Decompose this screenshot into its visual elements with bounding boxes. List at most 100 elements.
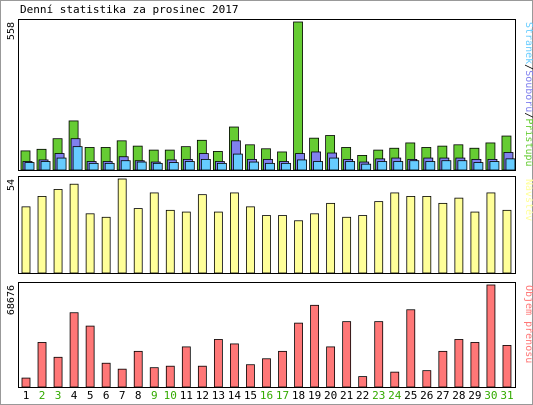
bar-stránek (329, 157, 340, 171)
x-tick-label: 12 (196, 389, 209, 402)
bar (246, 206, 255, 274)
bar (470, 211, 480, 274)
bar-stránek (24, 162, 35, 171)
x-tick-label: 3 (55, 389, 62, 402)
bar (37, 196, 47, 274)
x-tick-label: 2 (39, 389, 46, 402)
bar (262, 215, 271, 274)
bar-stránek (136, 161, 147, 171)
bar-stránek (40, 161, 51, 171)
bar (246, 364, 255, 388)
bar (486, 284, 496, 388)
x-tick-label: 30 (484, 389, 497, 402)
x-tick-label: 21 (340, 389, 353, 402)
x-tick-label: 1 (23, 389, 30, 402)
bar-stránek (313, 161, 323, 171)
x-tick-label: 23 (372, 389, 385, 402)
bar (197, 194, 207, 274)
legend-entry: Souborů (523, 70, 533, 112)
bar (406, 196, 416, 274)
bar-stránek (104, 162, 115, 171)
bar (85, 213, 95, 274)
bar (438, 202, 448, 274)
bar-stránek (361, 163, 372, 171)
bar (454, 197, 464, 274)
bar (165, 365, 175, 388)
ymax-label: 68676 (6, 285, 17, 315)
bar-stránek (393, 161, 404, 171)
x-tick-label: 20 (324, 389, 337, 402)
x-tick-label: 7 (119, 389, 126, 402)
bar (470, 342, 480, 388)
bar (85, 325, 95, 388)
bar-stránek (265, 162, 275, 171)
bar-stránek (168, 162, 179, 171)
bar (278, 350, 287, 388)
bar (133, 208, 143, 274)
x-tick-label: 26 (420, 389, 433, 402)
bar (37, 342, 47, 388)
bar (117, 368, 127, 388)
bar (165, 209, 175, 274)
bar (390, 192, 400, 274)
bar-stránek (489, 161, 500, 171)
bar-stránek (120, 160, 131, 171)
x-tick-label: 28 (452, 389, 465, 402)
panel-frame-0 (18, 19, 516, 171)
bar (101, 216, 111, 274)
bar (149, 367, 159, 388)
bar (181, 346, 191, 388)
x-tick-label: 25 (404, 389, 417, 402)
bar-stránek (473, 162, 484, 171)
bar (326, 202, 336, 274)
x-tick-label: 18 (292, 389, 305, 402)
bar (149, 192, 159, 274)
bar (278, 215, 287, 274)
bar (197, 365, 207, 388)
x-tick-label: 8 (135, 389, 142, 402)
bar (213, 339, 223, 388)
bar (358, 376, 368, 388)
x-tick-label: 22 (356, 389, 369, 402)
bar-přístupů (293, 21, 303, 171)
bar (310, 304, 319, 388)
legend-entry: Stránek (523, 22, 533, 64)
bar (454, 339, 464, 388)
bar-stránek (457, 160, 468, 171)
bar (502, 209, 512, 274)
x-tick-label: 24 (388, 389, 402, 402)
legend: Stránek/Souborů/Přístupů (523, 22, 533, 167)
x-tick-label: 14 (228, 389, 242, 402)
bar-stránek (152, 162, 163, 171)
x-tick-label: 13 (212, 389, 225, 402)
legend-entry: Objem přenosu (523, 285, 533, 363)
bar-stránek (425, 161, 436, 171)
bar (230, 192, 239, 274)
legend: Návštěv (523, 179, 533, 221)
bar-stránek (377, 161, 388, 171)
x-tick-label: 4 (71, 389, 78, 402)
bar (53, 189, 63, 274)
bar (294, 220, 303, 274)
bar (230, 343, 239, 388)
x-tick-label: 16 (260, 389, 273, 402)
x-tick-label: 19 (308, 389, 321, 402)
ymax-label: 54 (6, 179, 17, 191)
bar (342, 321, 352, 388)
bar (422, 196, 432, 274)
bar (262, 358, 271, 388)
bar (342, 216, 352, 274)
bar (486, 192, 496, 274)
bar (438, 350, 448, 388)
bar-stránek (184, 161, 195, 171)
x-tick-label: 6 (103, 389, 110, 402)
x-tick-label: 27 (436, 389, 449, 402)
bar-stránek (56, 157, 67, 171)
bar (213, 211, 223, 274)
chart-title: Denní statistika za prosinec 2017 (20, 3, 239, 16)
bar (406, 309, 416, 388)
bar (181, 211, 191, 274)
bar (117, 178, 127, 274)
bar (358, 215, 368, 274)
legend-entry: Návštěv (523, 179, 533, 221)
